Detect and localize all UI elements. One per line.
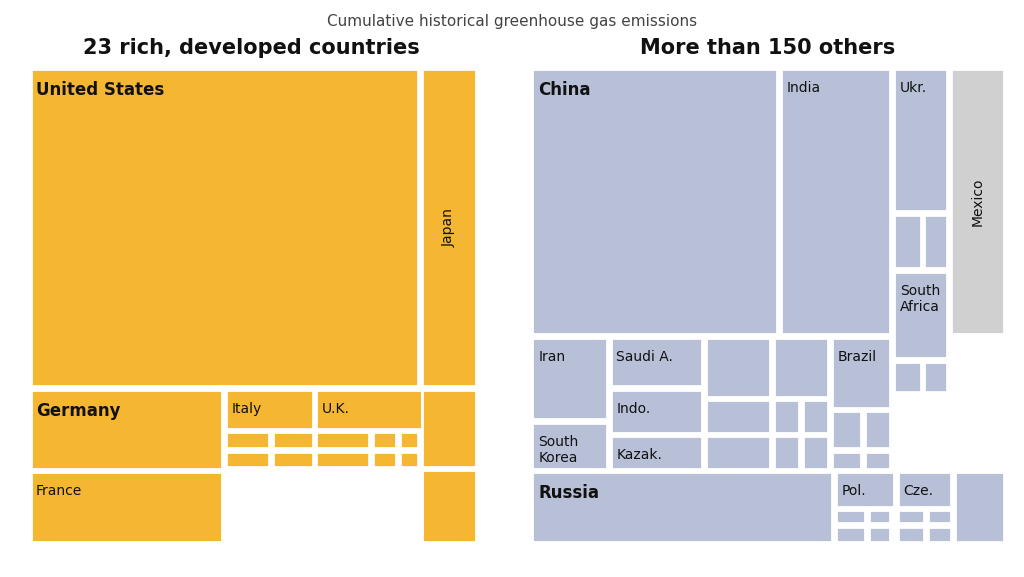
Bar <box>610 390 702 433</box>
Bar <box>273 452 313 467</box>
Bar <box>31 69 418 386</box>
Bar <box>950 69 1004 334</box>
Bar <box>273 432 313 448</box>
Bar <box>774 338 828 396</box>
Bar <box>868 527 891 542</box>
Bar <box>928 510 950 523</box>
Text: Indo.: Indo. <box>616 402 650 416</box>
Bar <box>928 527 950 542</box>
Bar <box>836 510 865 523</box>
Bar <box>706 338 770 396</box>
Bar <box>532 473 833 542</box>
Bar <box>833 338 891 407</box>
Text: Ukr.: Ukr. <box>900 81 927 95</box>
Text: South
Korea: South Korea <box>539 435 579 465</box>
Bar <box>833 411 861 448</box>
Bar <box>894 362 921 392</box>
Text: India: India <box>786 81 821 95</box>
Bar <box>868 510 891 523</box>
Bar <box>925 215 947 268</box>
Bar <box>532 69 777 334</box>
Bar <box>898 473 950 507</box>
Bar <box>610 436 702 469</box>
Bar <box>774 436 799 469</box>
Bar <box>422 470 476 542</box>
Bar <box>373 452 396 467</box>
Bar <box>226 452 269 467</box>
Bar <box>803 436 828 469</box>
Text: U.K.: U.K. <box>322 402 349 416</box>
Bar <box>833 452 861 469</box>
Bar <box>706 436 770 469</box>
Bar <box>865 452 891 469</box>
Text: Iran: Iran <box>539 350 565 364</box>
Bar <box>226 432 269 448</box>
Bar <box>399 432 418 448</box>
Text: Mexico: Mexico <box>970 178 984 226</box>
Bar <box>925 362 947 392</box>
Bar <box>836 527 865 542</box>
Bar <box>865 411 891 448</box>
Bar <box>803 400 828 433</box>
Bar <box>894 272 947 358</box>
Text: Kazak.: Kazak. <box>616 448 663 462</box>
Text: South
Africa: South Africa <box>900 283 940 314</box>
Bar <box>836 473 894 507</box>
Bar <box>31 473 222 542</box>
Bar <box>894 215 921 268</box>
Text: Germany: Germany <box>36 402 121 420</box>
Bar <box>532 423 607 469</box>
Bar <box>898 527 925 542</box>
Bar <box>316 452 370 467</box>
Bar <box>894 69 947 211</box>
Bar <box>532 338 607 419</box>
Bar <box>422 390 476 467</box>
Bar <box>610 338 702 386</box>
Text: Italy: Italy <box>231 402 261 416</box>
Bar <box>316 390 422 429</box>
Bar <box>781 69 891 334</box>
Text: More than 150 others: More than 150 others <box>640 38 896 58</box>
Text: United States: United States <box>36 81 164 99</box>
Text: Cumulative historical greenhouse gas emissions: Cumulative historical greenhouse gas emi… <box>327 14 697 29</box>
Text: Saudi A.: Saudi A. <box>616 350 673 364</box>
Text: Russia: Russia <box>539 484 599 502</box>
Text: Japan: Japan <box>442 208 456 247</box>
Text: 23 rich, developed countries: 23 rich, developed countries <box>83 38 419 58</box>
Bar <box>316 432 370 448</box>
Bar <box>706 400 770 433</box>
Bar <box>31 390 222 469</box>
Text: China: China <box>539 81 591 99</box>
Bar <box>422 69 476 386</box>
Bar <box>954 473 1004 542</box>
Bar <box>774 400 799 433</box>
Text: Cze.: Cze. <box>903 484 934 498</box>
Text: France: France <box>36 484 82 498</box>
Text: Brazil: Brazil <box>838 350 877 364</box>
Bar <box>898 510 925 523</box>
Bar <box>226 390 312 429</box>
Bar <box>399 452 418 467</box>
Bar <box>373 432 396 448</box>
Text: Pol.: Pol. <box>842 484 866 498</box>
